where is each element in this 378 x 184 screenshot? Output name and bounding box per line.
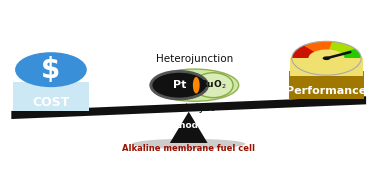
Circle shape <box>308 49 344 67</box>
Text: COST: COST <box>32 96 70 109</box>
Text: Pt: Pt <box>173 80 186 90</box>
Polygon shape <box>293 46 315 58</box>
Polygon shape <box>305 42 333 52</box>
Circle shape <box>292 41 361 75</box>
FancyBboxPatch shape <box>289 71 364 99</box>
Ellipse shape <box>132 139 245 149</box>
Text: Alkaline membrane fuel cell: Alkaline membrane fuel cell <box>122 144 255 153</box>
Polygon shape <box>342 49 360 58</box>
Circle shape <box>323 56 330 60</box>
Text: Anode: Anode <box>173 121 205 130</box>
Text: catalyst: catalyst <box>174 103 215 113</box>
Polygon shape <box>11 96 366 119</box>
Text: Heterojunction: Heterojunction <box>156 54 233 64</box>
Polygon shape <box>290 58 363 76</box>
Polygon shape <box>170 112 208 143</box>
Ellipse shape <box>193 77 200 93</box>
Circle shape <box>15 52 87 87</box>
Ellipse shape <box>194 73 233 98</box>
Text: RuO$_2$: RuO$_2$ <box>200 79 226 91</box>
Text: $: $ <box>41 56 60 84</box>
Circle shape <box>151 71 208 99</box>
Polygon shape <box>330 42 355 54</box>
Ellipse shape <box>150 69 239 101</box>
FancyBboxPatch shape <box>13 82 89 111</box>
Text: Performance: Performance <box>287 86 367 96</box>
